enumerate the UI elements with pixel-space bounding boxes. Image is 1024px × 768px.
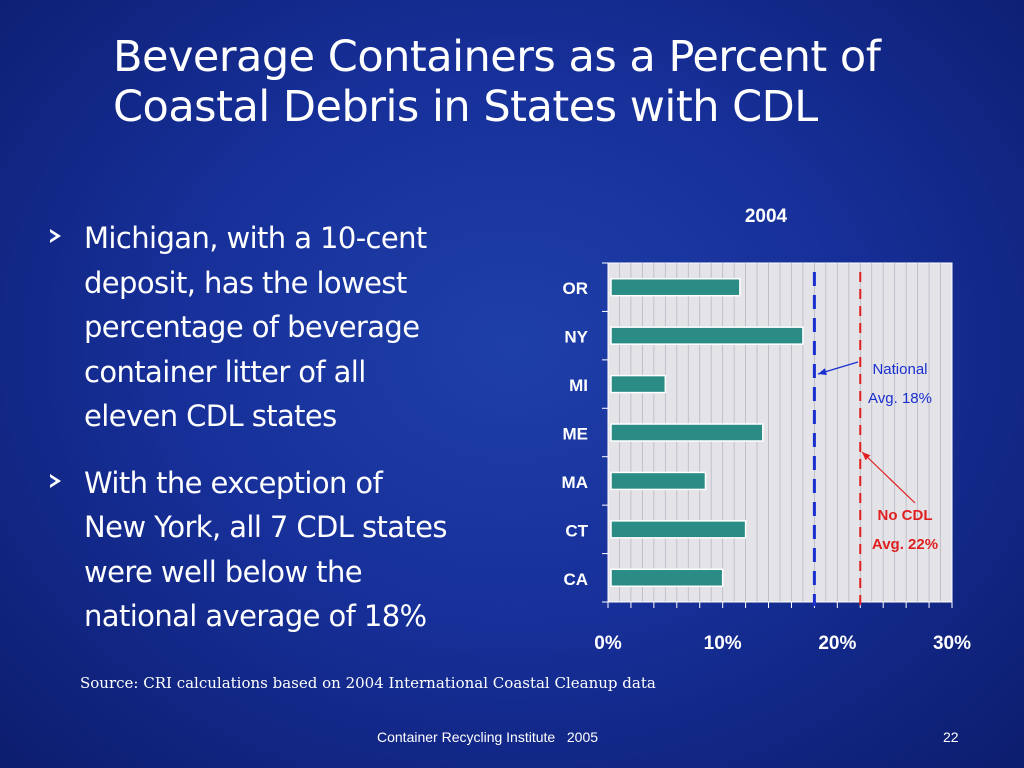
- bullet-text: With the exception of New York, all 7 CD…: [84, 461, 526, 639]
- title-line: Coastal Debris in States with CDL: [113, 82, 818, 132]
- bullet-item: With the exception of New York, all 7 CD…: [46, 461, 526, 639]
- bar-ct: [610, 520, 747, 539]
- bar-me: [610, 423, 764, 442]
- x-tick-label: 0%: [594, 633, 622, 654]
- title-line: Beverage Containers as a Percent of: [113, 32, 881, 82]
- bullet-item: Michigan, with a 10-cent deposit, has th…: [46, 216, 526, 439]
- bullet-line: container litter of all: [84, 354, 366, 389]
- reference-label: Avg. 18%: [868, 390, 932, 407]
- reference-label: No CDL: [878, 507, 933, 524]
- slide-title: Beverage Containers as a Percent of Coas…: [113, 32, 993, 132]
- x-tick-label: 10%: [704, 633, 742, 654]
- bar-mi: [610, 374, 667, 394]
- bullet-line: With the exception of: [84, 465, 383, 500]
- annotation-arrow: [861, 451, 916, 504]
- x-tick-label: 20%: [818, 633, 856, 654]
- bullet-line: deposit, has the lowest: [84, 265, 407, 300]
- chart-title: 2004: [745, 206, 788, 227]
- reference-label: National: [872, 361, 927, 378]
- reference-label: Avg. 22%: [872, 536, 938, 553]
- bullet-line: percentage of beverage: [84, 310, 420, 344]
- bullet-text: Michigan, with a 10-cent deposit, has th…: [84, 216, 526, 439]
- bullet-line: eleven CDL states: [84, 399, 337, 433]
- category-label: ME: [563, 425, 589, 444]
- category-label: OR: [563, 279, 589, 298]
- category-label: CT: [565, 521, 588, 540]
- bar-ny: [610, 326, 804, 345]
- arrowhead-icon: [862, 452, 871, 461]
- bullet-line: national average of 18%: [84, 599, 427, 633]
- arrowhead-icon: [818, 368, 827, 375]
- bullet-line: New York, all 7 CDL states: [84, 510, 448, 544]
- arrow-bullet-icon: [50, 473, 61, 488]
- bar-ma: [610, 471, 707, 491]
- footer-text: Container Recycling Institute 2005: [377, 729, 599, 745]
- page-number: 22: [943, 729, 959, 745]
- category-label: MI: [569, 376, 588, 395]
- x-tick-label: 30%: [933, 633, 971, 654]
- bar-or: [610, 277, 741, 297]
- category-label: CA: [563, 570, 588, 589]
- bar-ca: [610, 568, 724, 588]
- bullet-list: Michigan, with a 10-cent deposit, has th…: [46, 216, 526, 661]
- bullet-line: Michigan, with a 10-cent: [84, 221, 427, 255]
- source-note: Source: CRI calculations based on 2004 I…: [80, 674, 656, 692]
- arrow-bullet-icon: [50, 229, 61, 243]
- category-label: MA: [562, 473, 588, 492]
- bullet-line: were well below the: [84, 554, 363, 589]
- category-label: NY: [564, 328, 588, 347]
